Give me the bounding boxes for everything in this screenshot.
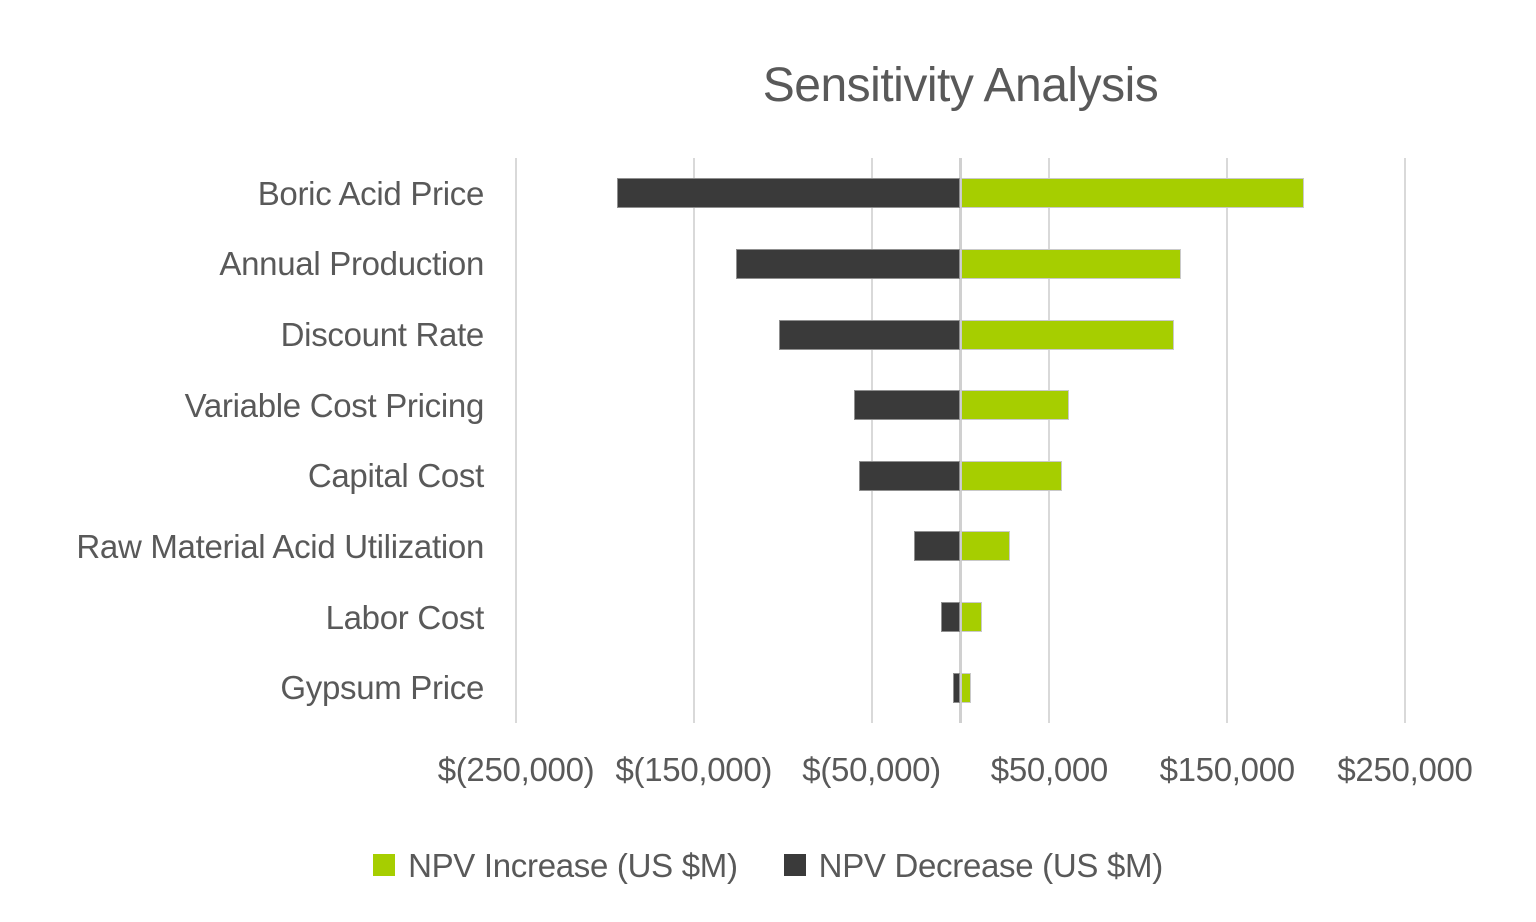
category-label: Variable Cost Pricing	[184, 386, 485, 424]
npv-increase-swatch	[373, 854, 396, 876]
gridline	[515, 158, 517, 723]
npv-increase-bar	[960, 602, 982, 633]
category-axis: Boric Acid Price Annual Production Discoun…	[0, 158, 484, 723]
legend: NPV Increase (US $M) NPV Decrease (US $M)	[0, 840, 1536, 890]
gridline	[1048, 158, 1051, 723]
npv-decrease-bar	[914, 531, 961, 562]
npv-decrease-bar	[853, 390, 961, 421]
legend-label-npv-increase: NPV Increase (US $M)	[408, 846, 738, 884]
npv-decrease-bar	[779, 319, 961, 350]
legend-item-npv-increase: NPV Increase (US $M)	[373, 849, 738, 882]
gridline	[1404, 158, 1406, 723]
category-label: Boric Acid Price	[257, 174, 485, 212]
npv-increase-bar	[960, 672, 972, 703]
x-axis-tick-label: $150,000	[1159, 751, 1296, 788]
npv-increase-bar	[960, 390, 1069, 421]
category-label: Gypsum Price	[280, 669, 484, 707]
x-axis-tick-label: $50,000	[990, 751, 1108, 788]
npv-decrease-swatch	[783, 854, 806, 876]
npv-decrease-bar	[859, 460, 961, 491]
npv-decrease-bar	[617, 178, 961, 209]
value-axis: $(250,000) $(150,000) $(50,000) $50,000 $150…	[438, 750, 1473, 792]
legend-item-npv-decrease: NPV Decrease (US $M)	[783, 846, 1164, 884]
npv-increase-bar	[960, 178, 1304, 209]
zero-axis-line	[959, 158, 962, 723]
category-label: Raw Material Acid Utilization	[76, 527, 484, 565]
x-axis-tick-label: $250,000	[1337, 751, 1473, 788]
x-axis-tick-label: $(50,000)	[802, 751, 941, 788]
gridline	[692, 158, 695, 723]
gridline	[1226, 158, 1229, 723]
category-label: Labor Cost	[325, 598, 485, 636]
npv-increase-bar	[960, 248, 1181, 279]
gridline	[870, 158, 873, 723]
npv-increase-bar	[960, 319, 1174, 350]
npv-increase-bar	[960, 531, 1011, 562]
plot-area	[515, 158, 1406, 723]
x-axis-tick-label: $(150,000)	[615, 751, 773, 788]
chart-title: Sensitivity Analysis	[762, 59, 1159, 112]
category-label: Annual Production	[219, 245, 484, 283]
category-label: Discount Rate	[280, 316, 485, 354]
npv-decrease-bar	[940, 602, 961, 633]
npv-decrease-bar	[736, 248, 961, 279]
category-label: Capital Cost	[307, 457, 484, 495]
npv-increase-bar	[960, 460, 1062, 491]
npv-decrease-bar	[953, 672, 961, 703]
legend-label-npv-decrease: NPV Decrease (US $M)	[818, 846, 1164, 884]
x-axis-tick-label: $(250,000)	[437, 751, 595, 788]
